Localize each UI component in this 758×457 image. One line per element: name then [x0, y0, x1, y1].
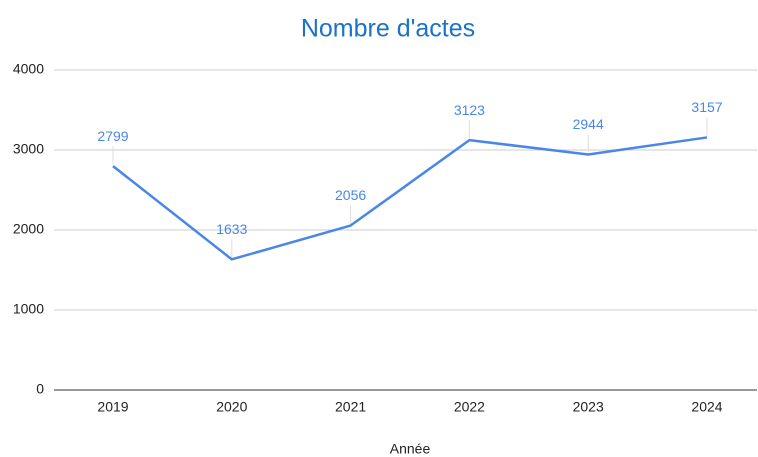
- data-label: 2799: [97, 128, 128, 144]
- y-tick-label: 1000: [13, 301, 44, 317]
- y-tick-label: 2000: [13, 221, 44, 237]
- data-label: 3123: [454, 102, 485, 118]
- y-tick-label: 4000: [13, 61, 44, 77]
- chart-title: Nombre d'actes: [301, 15, 475, 43]
- data-label: 1633: [216, 221, 247, 237]
- x-tick-label: 2022: [454, 399, 485, 415]
- y-tick-label: 0: [36, 381, 44, 397]
- data-label: 3157: [691, 99, 722, 115]
- x-tick-label: 2024: [691, 399, 722, 415]
- y-tick-label: 3000: [13, 141, 44, 157]
- x-tick-label: 2019: [97, 399, 128, 415]
- x-tick-label: 2021: [335, 399, 366, 415]
- x-axis-title: Année: [390, 441, 431, 457]
- x-tick-label: 2020: [216, 399, 247, 415]
- data-label: 2944: [573, 116, 604, 132]
- line: [112, 136, 708, 261]
- data-label: 2056: [335, 187, 366, 203]
- x-tick-label: 2023: [573, 399, 604, 415]
